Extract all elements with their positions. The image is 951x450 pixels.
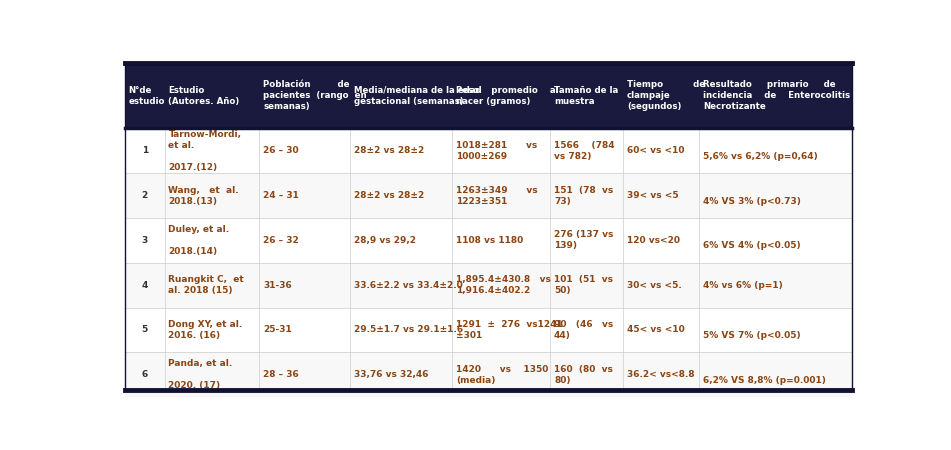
- Text: 101  (51  vs
50): 101 (51 vs 50): [554, 275, 613, 295]
- Text: 6,2% VS 8,8% (p=0.001): 6,2% VS 8,8% (p=0.001): [703, 364, 826, 385]
- Text: 30< vs <5.: 30< vs <5.: [627, 281, 682, 290]
- Text: 1108 vs 1180: 1108 vs 1180: [456, 236, 523, 245]
- Text: 28,9 vs 29,2: 28,9 vs 29,2: [354, 236, 416, 245]
- Text: 1263±349      vs
1223±351: 1263±349 vs 1223±351: [456, 185, 537, 206]
- Text: N°de
estudio: N°de estudio: [128, 86, 165, 106]
- Text: Panda, et al.

2020. (17): Panda, et al. 2020. (17): [168, 359, 233, 390]
- Text: 29.5±1.7 vs 29.1±1.6: 29.5±1.7 vs 29.1±1.6: [354, 325, 463, 334]
- Text: 1018±281      vs
1000±269: 1018±281 vs 1000±269: [456, 141, 537, 161]
- Bar: [125, 129, 852, 173]
- Text: 6% VS 4% (p<0.05): 6% VS 4% (p<0.05): [703, 230, 801, 251]
- Text: 1566    (784
vs 782): 1566 (784 vs 782): [554, 141, 614, 161]
- Text: 1: 1: [142, 146, 148, 155]
- Text: Tarnow-Mordi,
et al.

2017.(12): Tarnow-Mordi, et al. 2017.(12): [168, 130, 242, 172]
- Text: 28±2 vs 28±2: 28±2 vs 28±2: [354, 191, 424, 200]
- Bar: [125, 307, 852, 352]
- Text: 6: 6: [142, 370, 148, 379]
- Text: 5% VS 7% (p<0.05): 5% VS 7% (p<0.05): [703, 320, 801, 340]
- Text: Estudio
(Autores. Año): Estudio (Autores. Año): [168, 86, 240, 106]
- Text: Media/mediana de la edad
gestacional (semanas): Media/mediana de la edad gestacional (se…: [354, 86, 481, 106]
- Text: 1420      vs    1350
(media): 1420 vs 1350 (media): [456, 364, 548, 385]
- Bar: [125, 63, 852, 129]
- Text: Duley, et al.

2018.(14): Duley, et al. 2018.(14): [168, 225, 229, 256]
- Text: 31-36: 31-36: [263, 281, 292, 290]
- Text: 3: 3: [142, 236, 148, 245]
- Text: 160  (80  vs
80): 160 (80 vs 80): [554, 364, 612, 385]
- Text: 36.2< vs<8.8: 36.2< vs<8.8: [627, 370, 694, 379]
- Bar: [125, 173, 852, 218]
- Text: Resultado     primario     de
incidencia    de    Enterocolitis
Necrotizante: Resultado primario de incidencia de Ente…: [703, 80, 850, 111]
- Text: 1291  ±  276  vs1241
±301: 1291 ± 276 vs1241 ±301: [456, 320, 563, 340]
- Text: Tiempo          de
clampaje
(segundos): Tiempo de clampaje (segundos): [627, 80, 705, 111]
- Text: 90   (46   vs
44): 90 (46 vs 44): [554, 320, 613, 340]
- Text: 4% VS 3% (p<0.73): 4% VS 3% (p<0.73): [703, 185, 801, 206]
- Text: 28±2 vs 28±2: 28±2 vs 28±2: [354, 146, 424, 155]
- Text: Ruangkit C,  et
al. 2018 (15): Ruangkit C, et al. 2018 (15): [168, 275, 244, 295]
- Text: 33.6±2.2 vs 33.4±2.0: 33.6±2.2 vs 33.4±2.0: [354, 281, 463, 290]
- Bar: [125, 352, 852, 397]
- Text: 39< vs <5: 39< vs <5: [627, 191, 678, 200]
- Text: Wang,   et  al.
2018.(13): Wang, et al. 2018.(13): [168, 185, 239, 206]
- Text: 4: 4: [142, 281, 148, 290]
- Text: 25-31: 25-31: [263, 325, 292, 334]
- Text: 2: 2: [142, 191, 148, 200]
- Bar: [125, 218, 852, 263]
- Text: Tamaño de la
muestra: Tamaño de la muestra: [554, 86, 618, 106]
- Text: 5,6% vs 6,2% (p=0,64): 5,6% vs 6,2% (p=0,64): [703, 141, 818, 161]
- Text: 5: 5: [142, 325, 148, 334]
- Text: Peso    promedio    al
nacer (gramos): Peso promedio al nacer (gramos): [456, 86, 558, 106]
- Text: 26 – 30: 26 – 30: [263, 146, 299, 155]
- Text: Dong XY, et al.
2016. (16): Dong XY, et al. 2016. (16): [168, 320, 243, 340]
- Text: 120 vs<20: 120 vs<20: [627, 236, 680, 245]
- Text: 26 – 32: 26 – 32: [263, 236, 299, 245]
- Text: 4% vs 6% (p=1): 4% vs 6% (p=1): [703, 281, 783, 290]
- Text: Población         de
pacientes  (rango  en
semanas): Población de pacientes (rango en semanas…: [263, 80, 367, 111]
- Text: 28 – 36: 28 – 36: [263, 370, 299, 379]
- Text: 1,895.4±430.8   vs
1,916.4±402.2: 1,895.4±430.8 vs 1,916.4±402.2: [456, 275, 551, 295]
- Text: 24 – 31: 24 – 31: [263, 191, 299, 200]
- Text: 151  (78  vs
73): 151 (78 vs 73): [554, 185, 613, 206]
- Bar: [125, 263, 852, 307]
- Text: 276 (137 vs
139): 276 (137 vs 139): [554, 230, 613, 251]
- Text: 60< vs <10: 60< vs <10: [627, 146, 685, 155]
- Text: 33,76 vs 32,46: 33,76 vs 32,46: [354, 370, 429, 379]
- Text: 45< vs <10: 45< vs <10: [627, 325, 685, 334]
